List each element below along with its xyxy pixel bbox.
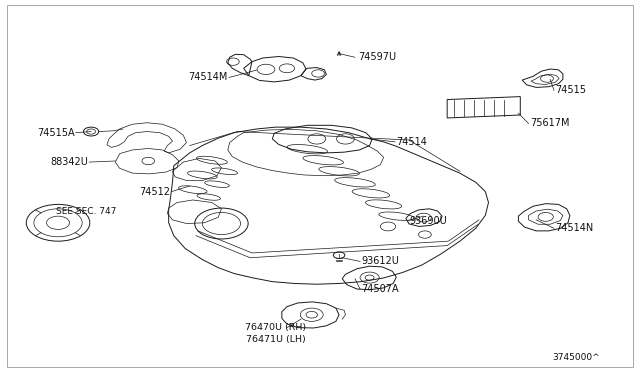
Text: 93690U: 93690U xyxy=(409,216,447,226)
Text: 74515A: 74515A xyxy=(38,128,76,138)
Text: 93612U: 93612U xyxy=(362,256,399,266)
Text: 74514M: 74514M xyxy=(188,73,228,83)
Text: SEE SEC. 747: SEE SEC. 747 xyxy=(56,207,116,216)
Text: 74515: 74515 xyxy=(556,85,586,95)
Text: 74514: 74514 xyxy=(396,137,427,147)
Text: 74597U: 74597U xyxy=(358,52,396,62)
Text: 88342U: 88342U xyxy=(50,157,88,167)
Text: 76470U (RH): 76470U (RH) xyxy=(245,323,306,332)
Text: 75617M: 75617M xyxy=(530,118,570,128)
Text: 74512: 74512 xyxy=(140,186,171,196)
Text: 3745000^: 3745000^ xyxy=(552,353,600,362)
Text: 76471U (LH): 76471U (LH) xyxy=(246,335,305,344)
Text: 74507A: 74507A xyxy=(362,284,399,294)
Text: 74514N: 74514N xyxy=(556,223,593,233)
